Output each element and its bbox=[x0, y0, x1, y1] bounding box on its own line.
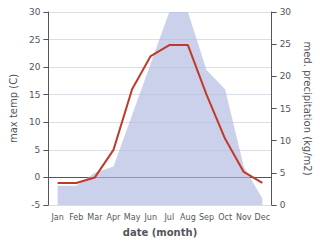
svg-text:15: 15 bbox=[280, 104, 291, 114]
svg-text:max temp (C): max temp (C) bbox=[8, 74, 19, 143]
svg-text:Nov: Nov bbox=[236, 213, 252, 222]
svg-text:Jun: Jun bbox=[143, 213, 157, 222]
svg-text:Oct: Oct bbox=[218, 213, 232, 222]
svg-text:25: 25 bbox=[280, 39, 291, 49]
svg-text:med. precipitation (kg/m2): med. precipitation (kg/m2) bbox=[302, 41, 313, 175]
svg-text:Aug: Aug bbox=[180, 213, 196, 222]
svg-text:5: 5 bbox=[280, 168, 286, 178]
svg-text:25: 25 bbox=[29, 35, 40, 45]
svg-text:30: 30 bbox=[29, 7, 41, 17]
svg-text:10: 10 bbox=[29, 117, 41, 127]
svg-text:15: 15 bbox=[29, 90, 40, 100]
svg-text:Mar: Mar bbox=[87, 213, 103, 222]
svg-text:30: 30 bbox=[280, 7, 292, 17]
svg-text:-5: -5 bbox=[31, 200, 40, 210]
svg-text:Apr: Apr bbox=[107, 213, 122, 222]
svg-text:Jul: Jul bbox=[163, 213, 174, 222]
svg-text:Dec: Dec bbox=[255, 213, 270, 222]
svg-text:0: 0 bbox=[35, 172, 41, 182]
svg-text:20: 20 bbox=[29, 62, 41, 72]
svg-text:May: May bbox=[124, 213, 141, 222]
svg-text:date (month): date (month) bbox=[123, 227, 197, 238]
svg-text:Jan: Jan bbox=[50, 213, 63, 222]
svg-text:0: 0 bbox=[280, 200, 286, 210]
svg-text:20: 20 bbox=[280, 71, 292, 81]
svg-text:5: 5 bbox=[35, 145, 41, 155]
svg-text:Sep: Sep bbox=[199, 213, 214, 222]
svg-text:10: 10 bbox=[280, 136, 292, 146]
svg-text:Feb: Feb bbox=[69, 213, 83, 222]
